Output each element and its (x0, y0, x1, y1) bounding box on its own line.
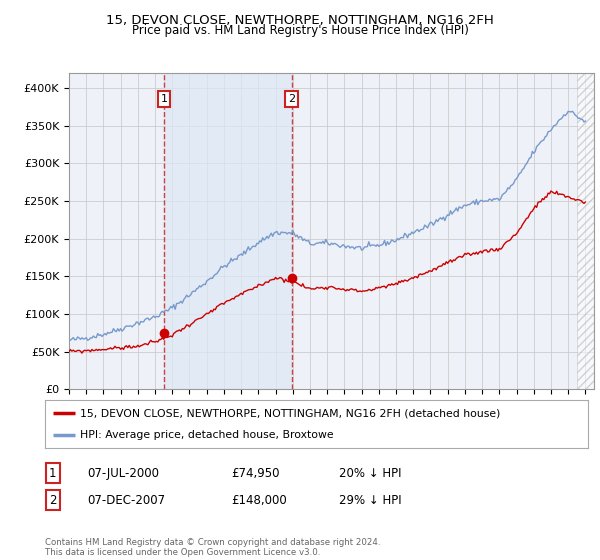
Text: Price paid vs. HM Land Registry's House Price Index (HPI): Price paid vs. HM Land Registry's House … (131, 24, 469, 37)
Text: 15, DEVON CLOSE, NEWTHORPE, NOTTINGHAM, NG16 2FH: 15, DEVON CLOSE, NEWTHORPE, NOTTINGHAM, … (106, 14, 494, 27)
Text: 1: 1 (49, 466, 56, 480)
Text: HPI: Average price, detached house, Broxtowe: HPI: Average price, detached house, Brox… (80, 430, 334, 440)
Text: 15, DEVON CLOSE, NEWTHORPE, NOTTINGHAM, NG16 2FH (detached house): 15, DEVON CLOSE, NEWTHORPE, NOTTINGHAM, … (80, 408, 500, 418)
Text: Contains HM Land Registry data © Crown copyright and database right 2024.
This d: Contains HM Land Registry data © Crown c… (45, 538, 380, 557)
Text: 29% ↓ HPI: 29% ↓ HPI (339, 493, 401, 507)
Text: 20% ↓ HPI: 20% ↓ HPI (339, 466, 401, 480)
Text: £148,000: £148,000 (231, 493, 287, 507)
Text: 07-DEC-2007: 07-DEC-2007 (87, 493, 165, 507)
Text: 1: 1 (161, 94, 167, 104)
Text: 2: 2 (49, 493, 56, 507)
Bar (577, 73, 594, 389)
Text: 2: 2 (288, 94, 295, 104)
Text: 07-JUL-2000: 07-JUL-2000 (87, 466, 159, 480)
Bar (164, 73, 292, 389)
Text: £74,950: £74,950 (231, 466, 280, 480)
